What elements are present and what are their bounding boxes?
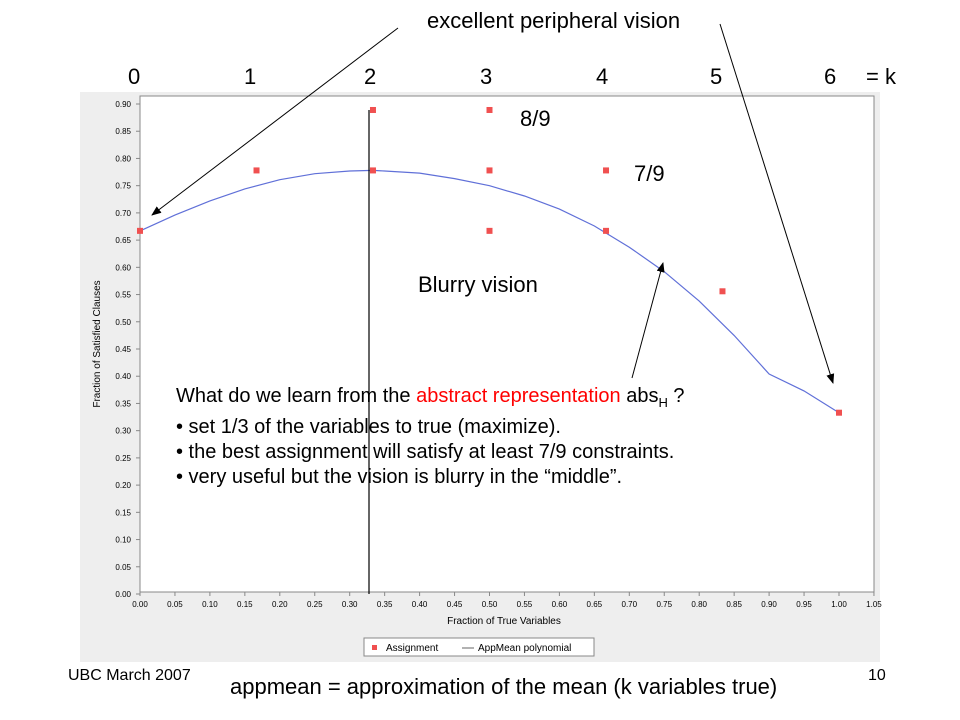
assignment-point — [369, 106, 376, 113]
y-axis: 0.00 0.05 0.10 0.15 0.20 0.25 0.30 0.35 0.40 0.45… — [115, 100, 140, 599]
takeaways-text: What do we learn from the abstract repre… — [176, 384, 685, 490]
k-label-2: 2 — [364, 64, 377, 89]
x-tick-label: 0.05 — [167, 600, 183, 609]
y-tick-label: 0.60 — [115, 263, 131, 272]
legend-box — [363, 637, 595, 657]
assignment-point — [603, 167, 610, 174]
k-suffix: = k — [866, 64, 896, 89]
label-blurry-vision: Blurry vision — [418, 272, 538, 297]
question-line: What do we learn from the abstract repre… — [176, 384, 685, 415]
k-label-0: 0 — [128, 64, 141, 89]
abstract-representation-highlight: abstract representation — [416, 385, 621, 407]
x-tick-label: 0.75 — [656, 600, 672, 609]
k-label-4: 4 — [596, 64, 609, 89]
assignment-point — [486, 167, 493, 174]
assignment-point — [719, 288, 726, 295]
appmean-polynomial-line — [139, 169, 840, 414]
k-label-3: 3 — [480, 64, 493, 89]
y-axis-label: Fraction of Satisfied Clauses — [92, 280, 103, 407]
question-suffix: ? — [667, 385, 685, 407]
y-tick-label: 0.25 — [115, 454, 131, 463]
legend: Assignment AppMean polynomial — [363, 637, 595, 657]
y-tick-label: 0.40 — [115, 372, 131, 381]
x-tick-label: 0.55 — [517, 600, 533, 609]
plot-area — [139, 95, 875, 593]
footer-venue-date: UBC March 2007 — [68, 667, 191, 684]
y-tick-label: 0.45 — [115, 345, 131, 354]
assignment-point — [253, 167, 260, 174]
y-tick-label: 0.85 — [115, 127, 131, 136]
arrow-left-endpoint — [151, 27, 399, 216]
x-tick-label: 0.90 — [761, 600, 777, 609]
y-tick-label: 0.15 — [115, 508, 131, 517]
x-tick-label: 0.15 — [237, 600, 253, 609]
footer-caption: appmean = approximation of the mean (k v… — [230, 674, 778, 699]
assignment-point — [137, 227, 143, 234]
y-tick-label: 0.35 — [115, 399, 131, 408]
question-abs: abs — [620, 385, 659, 407]
x-tick-label: 1.05 — [866, 600, 882, 609]
x-tick-label: 0.30 — [342, 600, 358, 609]
x-tick-label: 0.45 — [447, 600, 463, 609]
annotation-peripheral-vision: excellent peripheral vision — [427, 8, 681, 33]
y-tick-label: 0.70 — [115, 209, 131, 218]
y-tick-label: 0.50 — [115, 318, 131, 327]
bullet-2: • the best assignment will satisfy at le… — [176, 441, 675, 463]
x-tick-label: 0.80 — [691, 600, 707, 609]
page-number: 10 — [868, 667, 886, 684]
question-prefix: What do we learn from the — [176, 385, 417, 407]
legend-polynomial-label: AppMean polynomial — [478, 643, 571, 654]
bullet-1: • set 1/3 of the variables to true (maxi… — [176, 416, 561, 438]
arrow-blurry-middle — [631, 262, 665, 379]
x-tick-label: 0.10 — [202, 600, 218, 609]
label-8-9: 8/9 — [520, 106, 551, 131]
x-axis: 0.00 0.05 0.10 0.15 0.20 0.25 0.30 0.35 0.40 0.45… — [132, 592, 882, 609]
legend-assignment-marker — [372, 645, 377, 650]
y-tick-label: 0.75 — [115, 182, 131, 191]
legend-assignment-label: Assignment — [386, 643, 438, 654]
assignment-point — [836, 409, 842, 416]
x-axis-label: Fraction of True Variables — [447, 616, 561, 627]
y-tick-label: 0.55 — [115, 291, 131, 300]
y-tick-label: 0.10 — [115, 536, 131, 545]
question-subscript: H — [658, 395, 668, 410]
assignment-point — [603, 227, 610, 234]
x-tick-label: 0.65 — [587, 600, 603, 609]
k-label-1: 1 — [244, 64, 257, 89]
y-tick-label: 0.30 — [115, 427, 131, 436]
y-tick-label: 0.00 — [115, 590, 131, 599]
x-tick-label: 0.60 — [552, 600, 568, 609]
x-tick-label: 0.85 — [726, 600, 742, 609]
assignment-point — [369, 167, 376, 174]
x-tick-label: 0.70 — [622, 600, 638, 609]
x-tick-label: 0.00 — [132, 600, 148, 609]
x-tick-label: 0.40 — [412, 600, 428, 609]
bullet-3: • very useful but the vision is blurry i… — [176, 466, 623, 488]
y-tick-label: 0.80 — [115, 154, 131, 163]
y-tick-label: 0.90 — [115, 100, 131, 109]
x-tick-label: 0.50 — [482, 600, 498, 609]
x-tick-label: 0.35 — [377, 600, 393, 609]
x-tick-label: 0.95 — [796, 600, 812, 609]
k-label-5: 5 — [710, 64, 723, 89]
k-label-6: 6 — [824, 64, 837, 89]
y-tick-label: 0.05 — [115, 563, 131, 572]
arrow-right-endpoint — [719, 23, 835, 384]
series-layer — [137, 106, 842, 416]
x-tick-label: 0.25 — [307, 600, 323, 609]
label-7-9: 7/9 — [634, 161, 665, 186]
y-tick-label: 0.20 — [115, 481, 131, 490]
x-tick-label: 1.00 — [831, 600, 847, 609]
y-tick-label: 0.65 — [115, 236, 131, 245]
x-tick-label: 0.20 — [272, 600, 288, 609]
assignment-point — [486, 227, 493, 234]
assignment-point — [486, 106, 493, 113]
